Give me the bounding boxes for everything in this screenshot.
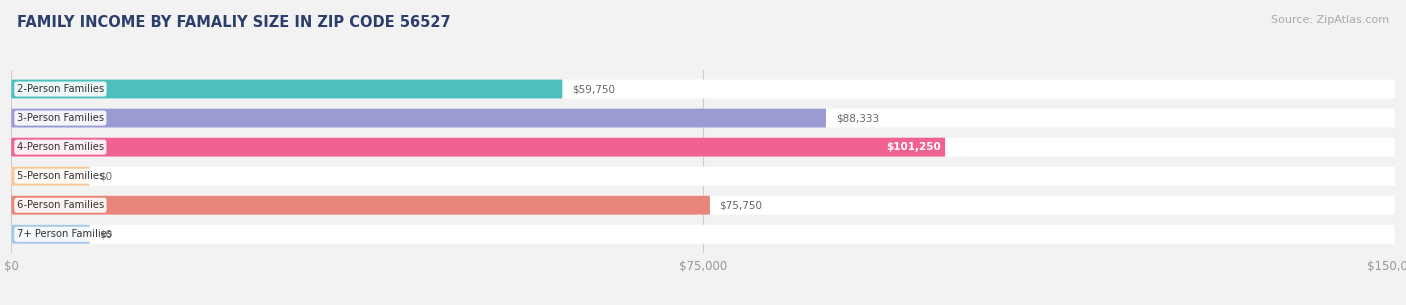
Text: 2-Person Families: 2-Person Families xyxy=(17,84,104,94)
Text: Source: ZipAtlas.com: Source: ZipAtlas.com xyxy=(1271,15,1389,25)
FancyBboxPatch shape xyxy=(11,225,90,244)
FancyBboxPatch shape xyxy=(11,138,945,156)
FancyBboxPatch shape xyxy=(11,109,825,127)
Text: $0: $0 xyxy=(100,229,112,239)
FancyBboxPatch shape xyxy=(11,167,1395,186)
FancyBboxPatch shape xyxy=(11,138,1395,156)
FancyBboxPatch shape xyxy=(11,196,1395,215)
FancyBboxPatch shape xyxy=(11,109,1395,127)
Text: $75,750: $75,750 xyxy=(720,200,762,210)
Text: FAMILY INCOME BY FAMALIY SIZE IN ZIP CODE 56527: FAMILY INCOME BY FAMALIY SIZE IN ZIP COD… xyxy=(17,15,450,30)
Text: 3-Person Families: 3-Person Families xyxy=(17,113,104,123)
Text: $59,750: $59,750 xyxy=(572,84,614,94)
FancyBboxPatch shape xyxy=(11,196,710,215)
Text: $88,333: $88,333 xyxy=(835,113,879,123)
FancyBboxPatch shape xyxy=(11,167,90,186)
Text: 4-Person Families: 4-Person Families xyxy=(17,142,104,152)
Text: 6-Person Families: 6-Person Families xyxy=(17,200,104,210)
Text: 5-Person Families: 5-Person Families xyxy=(17,171,104,181)
Text: $0: $0 xyxy=(100,171,112,181)
FancyBboxPatch shape xyxy=(11,225,1395,244)
FancyBboxPatch shape xyxy=(11,80,562,99)
Text: 7+ Person Families: 7+ Person Families xyxy=(17,229,112,239)
Text: $101,250: $101,250 xyxy=(886,142,941,152)
FancyBboxPatch shape xyxy=(11,80,1395,99)
